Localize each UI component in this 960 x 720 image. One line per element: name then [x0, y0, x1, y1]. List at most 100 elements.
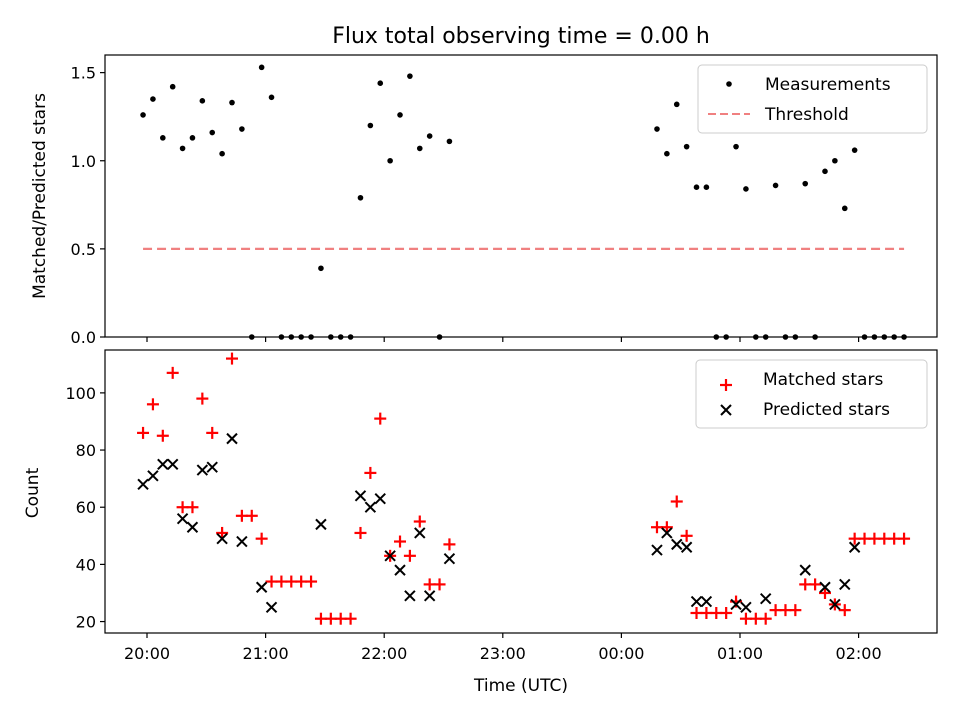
- measurement-point: [387, 157, 393, 164]
- predicted-star-point: [700, 595, 713, 608]
- predicted-star-point: [394, 564, 406, 576]
- x-tick-label: 20:00: [124, 644, 170, 663]
- matched-star-point: [680, 529, 693, 542]
- bottom-y-axis-label: Count: [23, 467, 43, 518]
- measurement-point: [199, 98, 206, 104]
- predicted-star-point: [206, 461, 218, 473]
- measurement-point: [841, 205, 848, 212]
- top-legend: Measurements Threshold: [697, 64, 928, 134]
- measurement-point: [416, 145, 423, 152]
- x-tick-label: 01:00: [717, 644, 763, 663]
- predicted-star-point: [799, 564, 811, 576]
- measurement-point: [268, 94, 275, 101]
- matched-star-point: [196, 392, 209, 405]
- predicted-star-point: [690, 595, 703, 608]
- predicted-star-point: [730, 598, 742, 611]
- measurement-point: [683, 143, 690, 150]
- measurement-point: [318, 265, 324, 272]
- measurement-point: [446, 138, 453, 145]
- measurement-point: [723, 334, 729, 340]
- matched-star-point: [344, 612, 357, 625]
- matched-star-point: [166, 366, 179, 379]
- measurement-point: [298, 334, 304, 340]
- predicted-star-point: [384, 550, 396, 562]
- predicted-star-point: [848, 541, 861, 553]
- measurement-point: [377, 80, 384, 86]
- measurement-point: [239, 126, 245, 132]
- legend-matched-marker: [720, 379, 732, 391]
- matched-star-point: [374, 412, 387, 425]
- chart-title: Flux total observing time = 0.00 h: [332, 24, 710, 49]
- bottom-legend-box: [695, 359, 928, 429]
- measurement-point: [278, 334, 285, 340]
- top-y-tick-label: 0.0: [71, 328, 96, 347]
- measurement-point: [733, 143, 739, 150]
- matched-star-point: [838, 604, 851, 617]
- measurement-point: [160, 135, 166, 141]
- measurement-point: [891, 334, 897, 340]
- bottom-y-tick-label: 60: [76, 498, 96, 517]
- matched-star-point: [255, 532, 268, 545]
- predicted-star-point: [186, 521, 199, 533]
- predicted-star-point: [680, 541, 693, 553]
- predicted-star-point: [265, 601, 278, 613]
- matched-star-point: [206, 426, 219, 439]
- measurement-point: [426, 133, 433, 139]
- matched-star-point: [660, 521, 673, 534]
- predicted-star-point: [414, 527, 426, 539]
- matched-star-point: [670, 495, 683, 508]
- bottom-y-tick-label: 100: [65, 384, 96, 403]
- matched-star-point: [225, 352, 238, 365]
- predicted-star-point: [651, 544, 663, 556]
- predicted-star-point: [671, 538, 683, 551]
- measurement-point: [189, 135, 196, 141]
- top-y-axis-label: Matched/Predicted stars: [30, 93, 50, 299]
- legend-predicted-marker: [720, 404, 732, 416]
- measurement-point: [407, 73, 413, 79]
- measurement-point: [881, 334, 888, 340]
- matched-star-point: [898, 532, 911, 545]
- matched-star-point: [443, 538, 456, 551]
- measurement-point: [851, 147, 858, 153]
- predicted-star-point: [176, 512, 189, 525]
- star-count-panel: 20 40 60 80 100 20:00 21:00 22:00 23:00 00:00 01:…: [23, 349, 938, 696]
- matched-star-point: [789, 604, 802, 617]
- matched-star-point: [216, 526, 229, 539]
- matched-star-point: [413, 515, 426, 528]
- predicted-star-point: [443, 552, 456, 565]
- top-y-tick-label: 1.0: [71, 152, 96, 171]
- matched-star-point: [186, 501, 199, 514]
- measurement-point: [812, 334, 818, 340]
- measurement-point: [209, 129, 216, 136]
- measurement-point: [347, 334, 354, 340]
- x-tick-label: 23:00: [480, 644, 526, 663]
- predicted-star-point: [759, 592, 772, 605]
- matched-star-point: [364, 466, 377, 479]
- measurement-point: [436, 334, 443, 340]
- matched-star-point: [354, 526, 367, 539]
- measurement-point: [664, 150, 670, 157]
- matched-star-point: [394, 535, 407, 548]
- matched-star-point: [137, 426, 150, 439]
- measurement-point: [822, 168, 828, 175]
- flux-ratio-panel: 0.0 0.5 1.0 1.5 Matched/Predicted stars Mea…: [30, 54, 938, 347]
- x-axis-label: Time (UTC): [473, 676, 568, 696]
- measurement-point: [288, 334, 295, 340]
- matched-star-point: [146, 398, 159, 411]
- predicted-star-point: [404, 590, 416, 602]
- measurement-point: [792, 334, 799, 340]
- matched-star-point: [433, 578, 446, 591]
- top-legend-box: [697, 64, 928, 134]
- top-panel-frame: [104, 54, 938, 338]
- measurement-point: [802, 180, 809, 187]
- predicted-star-point: [196, 464, 209, 476]
- matched-star-point: [156, 429, 169, 442]
- measurement-point: [743, 186, 749, 192]
- matched-star-point: [809, 578, 822, 591]
- measurement-point: [832, 157, 838, 164]
- predicted-star-point: [147, 470, 159, 482]
- measurement-point: [654, 126, 660, 132]
- predicted-star-point: [255, 581, 268, 593]
- bottom-y-tick-label: 40: [76, 555, 96, 574]
- measurement-point: [397, 112, 403, 118]
